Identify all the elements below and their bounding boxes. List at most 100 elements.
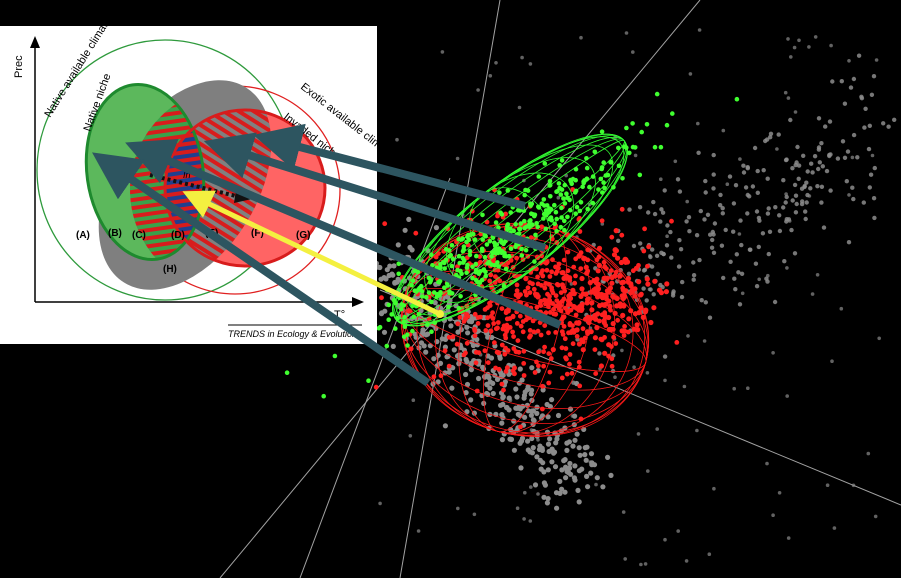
scatter-point <box>481 267 486 273</box>
scatter-point <box>525 188 531 193</box>
scatter-point <box>588 329 594 335</box>
scatter-point <box>608 268 614 273</box>
scatter-point <box>518 465 524 471</box>
scatter-point <box>508 258 514 263</box>
scatter-point <box>532 370 538 375</box>
scatter-point <box>582 452 588 458</box>
scatter-point <box>408 346 414 352</box>
scatter-point <box>721 128 726 133</box>
scatter-point <box>623 557 627 561</box>
scatter-point <box>505 188 511 193</box>
scatter-point <box>473 261 479 267</box>
scatter-point <box>634 322 640 328</box>
scatter-point <box>783 90 788 95</box>
scatter-point <box>576 364 582 370</box>
scatter-point <box>868 172 874 177</box>
scatter-point <box>616 163 622 169</box>
scatter-point <box>572 280 578 286</box>
scatter-point <box>446 334 452 340</box>
scatter-point <box>510 313 516 319</box>
scatter-point <box>494 376 501 382</box>
scatter-point <box>839 306 844 311</box>
scatter-point <box>529 485 533 489</box>
scatter-point <box>639 129 644 135</box>
scatter-point <box>566 300 573 306</box>
scatter-point <box>451 347 457 353</box>
scatter-point <box>646 469 650 473</box>
scatter-point <box>430 263 435 268</box>
scatter-point <box>527 328 533 333</box>
scatter-point <box>786 536 791 540</box>
scatter-point <box>544 267 550 273</box>
scatter-point <box>536 205 542 210</box>
scatter-point <box>491 250 496 256</box>
scatter-point <box>549 285 554 291</box>
scatter-point <box>707 315 713 320</box>
scatter-point <box>605 172 611 178</box>
scatter-point <box>425 248 431 254</box>
scatter-point <box>521 348 527 354</box>
scatter-point <box>469 317 475 323</box>
scatter-point <box>605 454 611 460</box>
scatter-point <box>619 328 625 334</box>
scatter-point <box>585 206 590 212</box>
scatter-point <box>741 163 746 168</box>
scatter-point <box>783 157 789 163</box>
scatter-point <box>438 373 444 379</box>
scatter-point <box>487 300 492 306</box>
scatter-point <box>615 317 620 323</box>
scatter-point <box>456 236 461 242</box>
scatter-point <box>553 209 559 215</box>
scatter-point <box>427 343 433 349</box>
scatter-point <box>554 228 559 234</box>
scatter-point <box>777 213 782 218</box>
scatter-point <box>645 263 650 269</box>
scatter-point <box>584 291 589 297</box>
scatter-point <box>641 268 647 273</box>
scatter-point <box>574 305 580 311</box>
scatter-point <box>753 261 759 266</box>
region-h-label: (H) <box>163 264 177 275</box>
scatter-point <box>590 200 596 206</box>
scatter-point <box>745 192 750 198</box>
scatter-point <box>881 121 886 126</box>
scatter-point <box>574 334 580 339</box>
scatter-point <box>584 300 590 306</box>
scatter-point <box>536 294 541 299</box>
scatter-point <box>536 363 541 369</box>
scatter-point <box>518 221 524 226</box>
scatter-point <box>546 448 552 455</box>
scatter-point <box>543 310 549 316</box>
scatter-point <box>816 116 822 121</box>
scatter-point <box>411 314 417 320</box>
scatter-point <box>416 529 421 533</box>
scatter-point <box>702 217 707 222</box>
scatter-point <box>611 334 616 340</box>
scatter-point <box>514 321 520 326</box>
scatter-point <box>606 353 611 359</box>
x-axis-arrowhead <box>352 297 364 307</box>
arrow-to-invaded <box>253 123 527 210</box>
scatter-point <box>664 122 670 128</box>
scatter-point <box>686 334 690 338</box>
scatter-point <box>557 185 562 191</box>
scatter-point <box>505 348 511 353</box>
scatter-point <box>707 552 712 556</box>
scatter-point <box>395 316 400 321</box>
scatter-point <box>616 145 621 151</box>
scatter-point <box>576 499 582 505</box>
scatter-point <box>446 304 451 310</box>
scatter-point <box>615 279 620 284</box>
scatter-point <box>568 471 574 477</box>
scatter-point <box>465 314 471 319</box>
scatter-point <box>464 324 470 330</box>
scatter-point <box>576 445 582 451</box>
scatter-point <box>600 190 605 195</box>
scatter-point <box>432 300 438 306</box>
scatter-point <box>386 302 392 308</box>
scatter-point <box>819 141 824 146</box>
scatter-point <box>867 185 872 190</box>
scatter-point <box>548 194 553 199</box>
scatter-point <box>522 192 527 198</box>
scatter-point <box>765 176 770 181</box>
